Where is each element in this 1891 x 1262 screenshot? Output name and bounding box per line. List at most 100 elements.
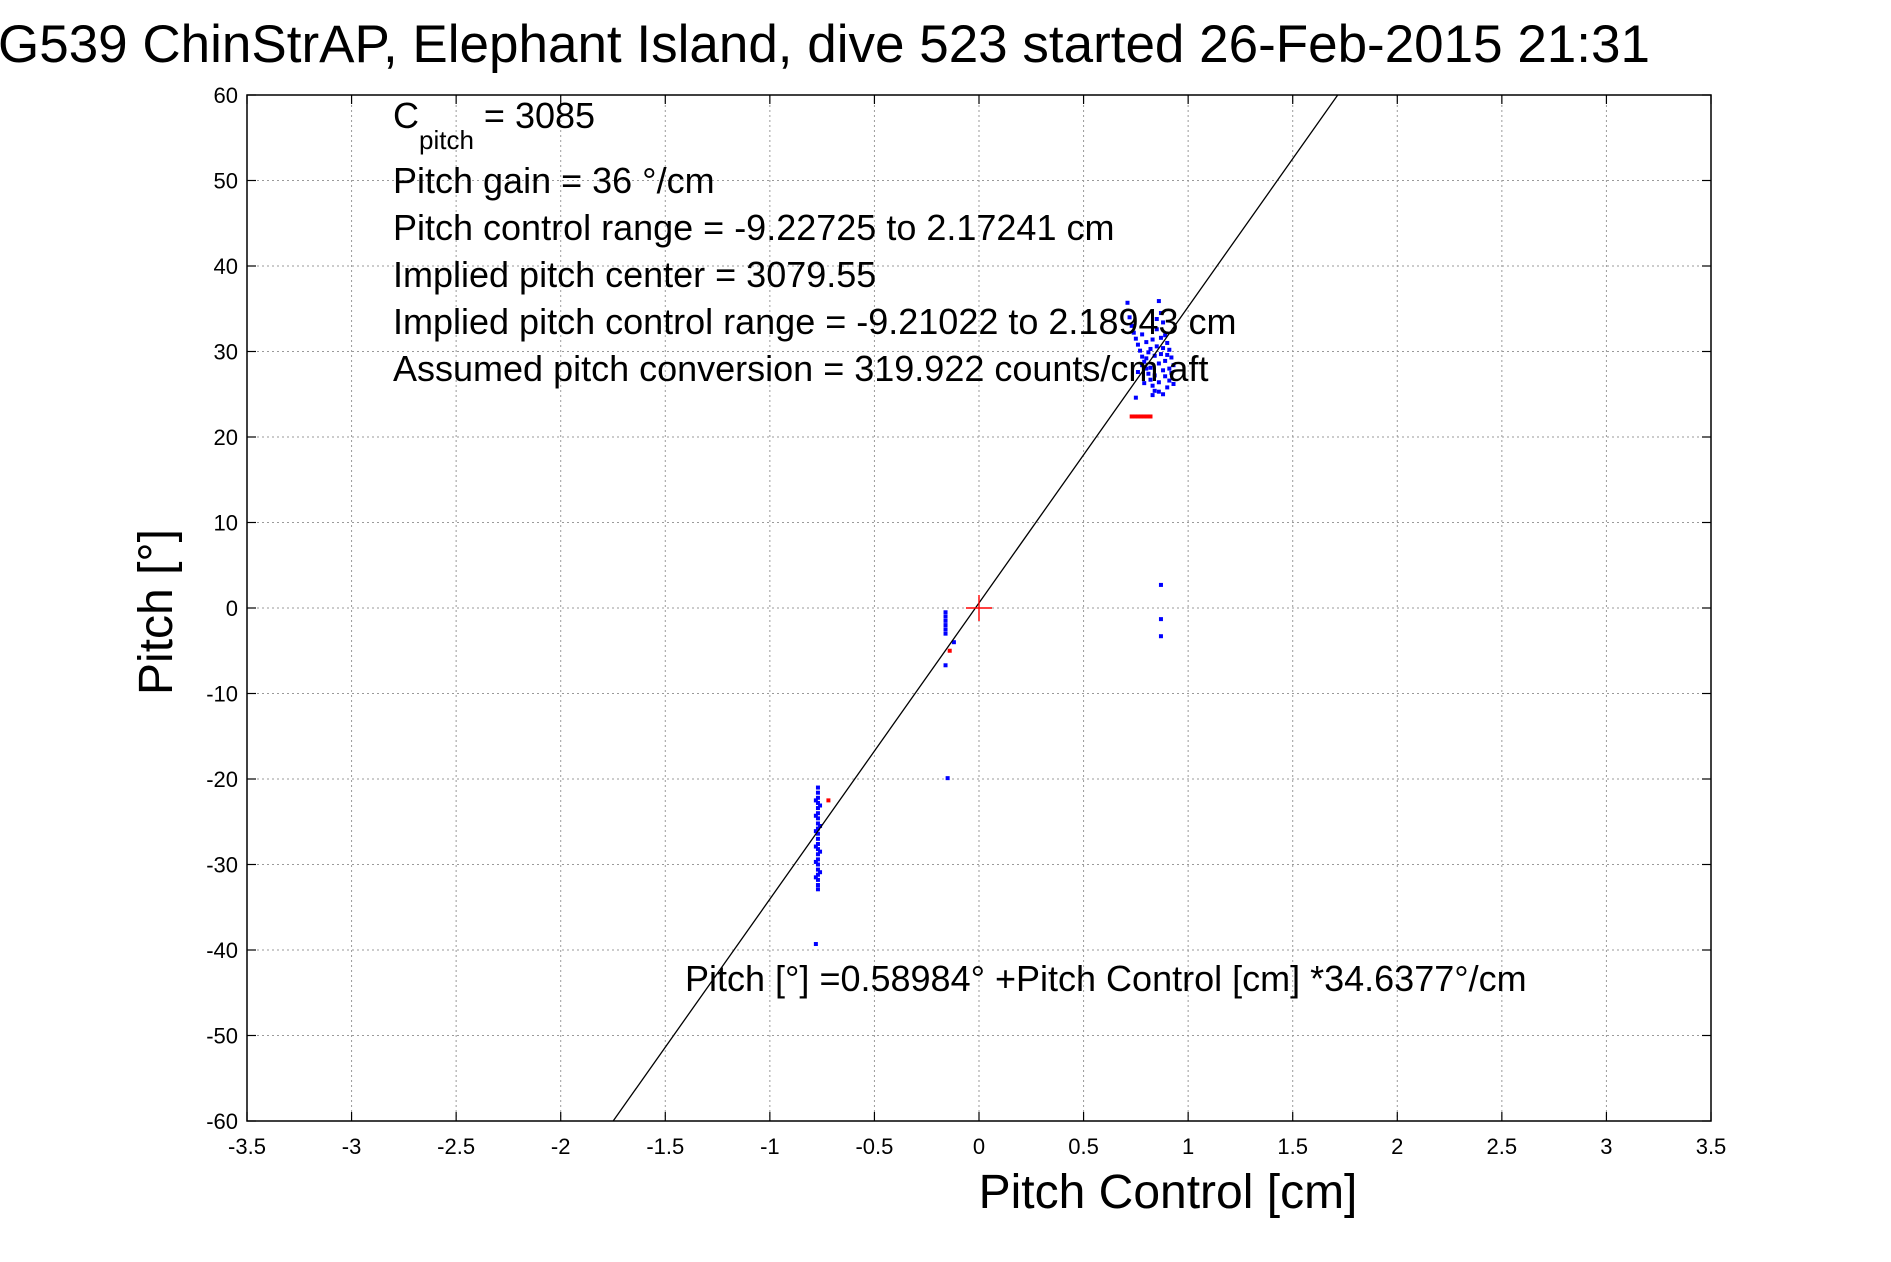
data-point — [1158, 352, 1163, 357]
y-tick-label: 40 — [214, 254, 238, 279]
data-point — [1163, 358, 1168, 363]
fit-equation: Pitch [°] =0.58984° +Pitch Control [cm] … — [685, 958, 1527, 999]
x-tick-label: -0.5 — [855, 1134, 893, 1159]
data-point — [1139, 414, 1144, 419]
data-point — [815, 831, 820, 836]
data-point — [1156, 380, 1161, 385]
data-point — [1154, 344, 1159, 349]
data-point — [815, 852, 820, 857]
x-tick-label: 1 — [1182, 1134, 1194, 1159]
data-point — [1152, 353, 1157, 358]
data-point — [943, 610, 948, 615]
x-tick-label: 0 — [973, 1134, 985, 1159]
chart-title: G539 ChinStrAP, Elephant Island, dive 52… — [0, 15, 1650, 74]
annotation-implied-pitch-center: Implied pitch center = 3079.55 — [393, 254, 876, 295]
data-point — [1142, 414, 1147, 419]
data-point — [1146, 350, 1151, 355]
y-tick-label: 30 — [214, 340, 238, 365]
data-point — [951, 640, 956, 645]
data-point — [1135, 370, 1140, 375]
data-point — [1142, 381, 1147, 386]
data-point — [1158, 335, 1163, 340]
data-point — [943, 627, 948, 632]
y-tick-label: 50 — [214, 169, 238, 194]
data-point — [818, 870, 823, 875]
data-point — [1144, 366, 1149, 371]
fit-line-layer — [612, 94, 1339, 1122]
data-point — [1171, 363, 1176, 368]
data-point — [813, 798, 818, 803]
y-tick-label: -30 — [206, 853, 238, 878]
data-point — [1152, 373, 1157, 378]
data-point — [1167, 366, 1172, 371]
data-point — [1167, 378, 1172, 383]
data-point — [1165, 340, 1170, 345]
data-point — [943, 663, 948, 668]
data-point — [1135, 414, 1140, 419]
data-point — [813, 829, 818, 834]
data-point — [1148, 365, 1153, 370]
data-point — [1158, 582, 1163, 587]
cpitch-letter: C — [393, 95, 419, 136]
annotation-implied-control-range: Implied pitch control range = -9.21022 t… — [393, 301, 1237, 342]
cpitch-value: = 3085 — [474, 95, 595, 136]
data-point — [1158, 617, 1163, 622]
annotation-pitch-gain: Pitch gain = 36 °/cm — [393, 160, 715, 201]
x-tick-label: 3 — [1600, 1134, 1612, 1159]
data-point — [1140, 354, 1145, 359]
data-point — [1140, 332, 1145, 337]
data-point — [1146, 371, 1151, 376]
y-axis-label: Pitch [°] — [130, 529, 183, 695]
y-tick-label: 20 — [214, 425, 238, 450]
y-tick-label: 0 — [226, 596, 238, 621]
x-tick-label: -3 — [342, 1134, 362, 1159]
data-point — [1148, 346, 1153, 351]
data-point — [1165, 385, 1170, 390]
data-point — [1129, 323, 1134, 328]
data-point — [1165, 352, 1170, 357]
data-point — [815, 872, 820, 877]
data-point — [813, 813, 818, 818]
data-point — [1129, 414, 1134, 419]
data-point — [1169, 355, 1174, 360]
data-point — [1135, 342, 1140, 347]
data-point — [1161, 346, 1166, 351]
data-point — [1161, 392, 1166, 397]
data-point — [818, 803, 823, 808]
y-tick-label: -50 — [206, 1024, 238, 1049]
data-point — [945, 776, 950, 781]
data-point — [943, 614, 948, 619]
data-point — [1150, 393, 1155, 398]
y-tick-label: -40 — [206, 938, 238, 963]
x-tick-label: -1 — [760, 1134, 780, 1159]
data-point — [943, 623, 948, 628]
data-point — [1152, 388, 1157, 393]
data-point — [1140, 363, 1145, 368]
data-point — [815, 800, 820, 805]
data-point — [813, 859, 818, 864]
data-point — [815, 836, 820, 841]
data-point — [815, 883, 820, 888]
annotation-cpitch: Cpitch = 3085 — [393, 95, 595, 155]
x-tick-label: -1.5 — [646, 1134, 684, 1159]
data-point — [1158, 634, 1163, 639]
x-tick-label: 0.5 — [1068, 1134, 1099, 1159]
data-point — [815, 841, 820, 846]
scatter-points — [813, 299, 1176, 947]
data-point — [815, 806, 820, 811]
x-tick-label: -2.5 — [437, 1134, 475, 1159]
data-point — [815, 847, 820, 852]
y-tick-label: -10 — [206, 682, 238, 707]
data-point — [815, 785, 820, 790]
data-point — [1150, 383, 1155, 388]
data-point — [1158, 311, 1163, 316]
x-tick-label: 3.5 — [1696, 1134, 1727, 1159]
data-point — [815, 811, 820, 816]
data-point — [1127, 315, 1132, 320]
data-point — [1144, 340, 1149, 345]
data-point — [1163, 333, 1168, 338]
data-point — [1163, 374, 1168, 379]
data-point — [1148, 377, 1153, 382]
data-point — [1125, 300, 1130, 305]
axis-ticks: -3.5 -3 -2.5 -2 -1.5 -1 -0.5 0 0.5 1 1.5 2 2.5 3 3.5 60… — [206, 83, 1726, 1159]
